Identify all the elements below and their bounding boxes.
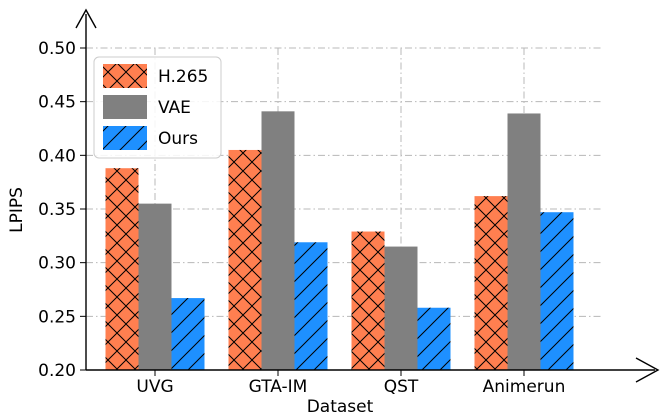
bar-h-265 bbox=[105, 168, 139, 370]
y-tick-label: 0.20 bbox=[38, 361, 76, 381]
y-tick-label: 0.40 bbox=[38, 146, 76, 166]
y-axis-arrow bbox=[75, 8, 97, 29]
bar-hatch bbox=[540, 212, 574, 370]
bar-hatch bbox=[294, 242, 328, 370]
x-tick-label: Animerun bbox=[483, 377, 566, 397]
bar-fill bbox=[261, 111, 295, 371]
bar-ours bbox=[294, 242, 328, 370]
x-axis-arrow bbox=[635, 357, 660, 383]
y-tick-label: 0.45 bbox=[38, 93, 76, 113]
bar-ours bbox=[417, 307, 451, 370]
axes bbox=[75, 8, 660, 383]
legend-label: VAE bbox=[158, 98, 191, 118]
bar-hatch bbox=[474, 196, 508, 370]
bar-vae bbox=[261, 111, 295, 371]
bars bbox=[105, 111, 574, 371]
x-axis-title: Dataset bbox=[307, 397, 374, 415]
bar-fill bbox=[507, 113, 541, 371]
legend-swatch-hatch bbox=[103, 126, 147, 150]
bar-fill bbox=[138, 203, 172, 370]
bar-hatch bbox=[228, 149, 262, 370]
bar-h-265 bbox=[351, 231, 385, 370]
ticks: 0.20 0.25 0.30 0.35 0.40 0.45 0.50 UVG GTA-IM QST… bbox=[38, 39, 565, 397]
bar-hatch bbox=[417, 307, 451, 370]
bar-ours bbox=[540, 212, 574, 370]
x-tick-label: GTA-IM bbox=[249, 377, 308, 397]
bar-h-265 bbox=[228, 149, 262, 370]
legend-label: H.265 bbox=[158, 67, 208, 87]
legend-label: Ours bbox=[158, 129, 198, 149]
bar-fill bbox=[384, 246, 418, 370]
legend-swatch-hatch bbox=[103, 64, 147, 88]
bar-hatch bbox=[351, 231, 385, 370]
x-tick-label: QST bbox=[384, 377, 419, 397]
bar-hatch bbox=[105, 168, 139, 370]
legend-entry: H.265 bbox=[103, 64, 208, 88]
legend-swatch bbox=[103, 95, 147, 119]
y-axis-title: LPIPS bbox=[7, 187, 27, 233]
legend: H.265 VAE Ours bbox=[93, 56, 222, 159]
bar-vae bbox=[384, 246, 418, 370]
bar-h-265 bbox=[474, 196, 508, 370]
legend-entry: Ours bbox=[103, 126, 198, 150]
legend-entry: VAE bbox=[103, 95, 191, 119]
y-tick-label: 0.35 bbox=[38, 200, 76, 220]
bar-vae bbox=[507, 113, 541, 371]
y-tick-label: 0.50 bbox=[38, 39, 76, 59]
y-tick-label: 0.25 bbox=[38, 307, 76, 327]
y-tick-label: 0.30 bbox=[38, 254, 76, 274]
bar-ours bbox=[171, 298, 205, 370]
x-tick-label: UVG bbox=[136, 377, 173, 397]
bar-hatch bbox=[171, 298, 205, 370]
bar-vae bbox=[138, 203, 172, 370]
